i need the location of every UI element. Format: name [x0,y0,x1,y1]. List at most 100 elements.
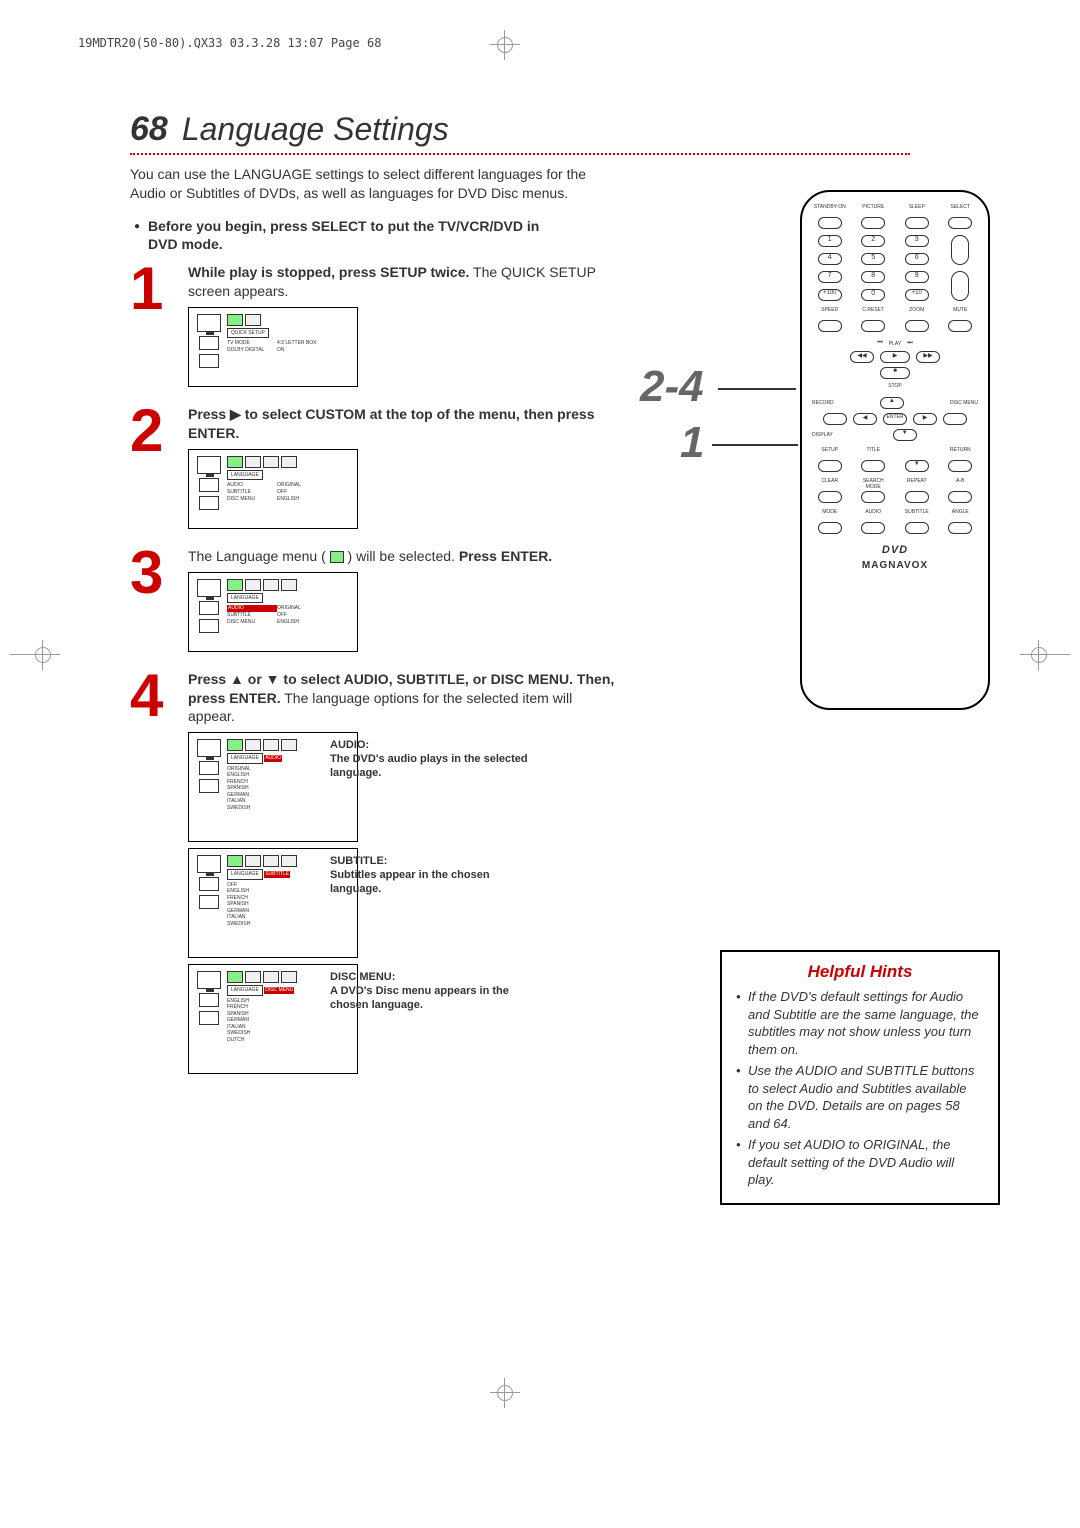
plus10-button[interactable]: +10 [905,289,929,301]
menu-key: AUDIO [227,482,277,489]
nav-icon [199,1011,219,1025]
registration-mark-left [10,640,60,670]
enter-button[interactable]: ENTER [883,413,907,425]
hint-item: Use the AUDIO and SUBTITLE buttons to se… [736,1062,984,1132]
btn-label: MODE [822,509,837,516]
ffwd-button[interactable]: ▶▶ [916,351,940,363]
language-tab-icon [330,551,344,563]
mode-button[interactable] [818,522,842,534]
tab-icon [263,579,279,591]
tab-icon [227,314,243,326]
step-4-number: 4 [130,670,178,721]
search-button[interactable] [861,491,885,503]
desc-title: SUBTITLE: [330,854,530,868]
stop-label: STOP [888,383,902,389]
num-8-button[interactable]: 8 [861,271,885,283]
num-9-button[interactable]: 9 [905,271,929,283]
select-button[interactable] [948,217,972,229]
down2-button[interactable]: ▼ [905,460,929,472]
callout-line [718,388,796,390]
sleep-button[interactable] [905,217,929,229]
right-button[interactable]: ▶ [913,413,937,425]
num-0-button[interactable]: 0 [861,289,885,301]
plus100-button[interactable]: +100 [818,289,842,301]
left-button[interactable]: ◀ [853,413,877,425]
menu-key: DISC MENU [227,496,277,503]
zoom-button[interactable] [905,320,929,332]
record-button[interactable] [823,413,847,425]
mute-button[interactable] [948,320,972,332]
menu-val: ON [277,347,317,354]
callout-line [712,444,798,446]
callout-2-4: 2-4 [640,362,704,412]
tab-icon [227,456,243,468]
menu-label: LANGUAGE [227,985,263,996]
step-1-bold: While play is stopped, press SETUP twice… [188,264,469,280]
num-1-button[interactable]: 1 [818,235,842,247]
tab-icon [281,456,297,468]
screen-language-2: LANGUAGE AUDIOORIGINAL SUBTITLEOFF DISC … [188,572,358,652]
desc-body: Subtitles appear in the chosen language. [330,869,490,895]
rew-button[interactable]: ◀◀ [850,351,874,363]
subtitle-button[interactable] [905,522,929,534]
tab-icon [245,739,261,751]
up-button[interactable]: ▲ [880,397,904,409]
dvd-logo: DVD [812,544,978,556]
menu-key: DISC MENU [264,987,294,994]
num-5-button[interactable]: 5 [861,253,885,265]
tv-icon [197,456,221,474]
setup-button[interactable] [818,460,842,472]
tab-icon [245,971,261,983]
tab-icon [281,855,297,867]
down-button[interactable]: ▼ [893,429,917,441]
tab-icon [281,739,297,751]
clear-button[interactable] [818,491,842,503]
nav-icon [199,354,219,368]
btn-label: PICTURE [862,204,884,211]
title-button[interactable] [861,460,885,472]
standby-button[interactable] [818,217,842,229]
subtitle-description: SUBTITLE: Subtitles appear in the chosen… [330,854,530,897]
play-button[interactable]: ▶ [880,351,910,363]
menu-val: ORIGINAL [277,605,317,612]
step-3-text: The Language menu ( ) will be selected. … [188,547,618,566]
menu-val: OFF [277,612,317,619]
print-header: 19MDTR20(50-80).QX33 03.3.28 13:07 Page … [78,36,381,50]
menu-key: TV MODE [227,340,277,347]
num-2-button[interactable]: 2 [861,235,885,247]
tv-icon [197,971,221,989]
ch-rocker[interactable] [951,235,969,265]
stop-button[interactable]: ■ [880,367,910,379]
option: DUTCH [227,1037,351,1044]
tab-icon [263,855,279,867]
repeat-button[interactable] [905,491,929,503]
nav-icon [199,619,219,633]
num-6-button[interactable]: 6 [905,253,929,265]
ab-button[interactable] [948,491,972,503]
discmenu-button[interactable] [943,413,967,425]
nav-icon [199,993,219,1007]
creset-button[interactable] [861,320,885,332]
btn-label: STANDBY-ON [814,204,846,211]
menu-val: ENGLISH [277,496,317,503]
nav-cross: RECORD ▲ DISC MENU ◀ ENTER ▶ DISPLAY ▼ [812,397,978,441]
vol-rocker[interactable] [951,271,969,301]
remote-control: STANDBY-ON PICTURE SLEEP SELECT 1 2 3 4 … [800,190,990,710]
speed-button[interactable] [818,320,842,332]
btn-label: REPEAT [907,478,927,485]
skip-fwd-icon: ⏭ [907,340,912,347]
btn-label: C.RESET [862,307,884,314]
picture-button[interactable] [861,217,885,229]
num-3-button[interactable]: 3 [905,235,929,247]
angle-button[interactable] [948,522,972,534]
return-button[interactable] [948,460,972,472]
registration-mark-bottom [490,1378,520,1408]
num-4-button[interactable]: 4 [818,253,842,265]
nav-icon [199,336,219,350]
num-7-button[interactable]: 7 [818,271,842,283]
callout-1: 1 [680,418,704,468]
audio-button[interactable] [861,522,885,534]
screen-quick-setup: QUICK SETUP TV MODE4:3 LETTER BOX DOLBY … [188,307,358,387]
desc-title: DISC MENU: [330,970,530,984]
page-number: 68 [130,110,168,149]
